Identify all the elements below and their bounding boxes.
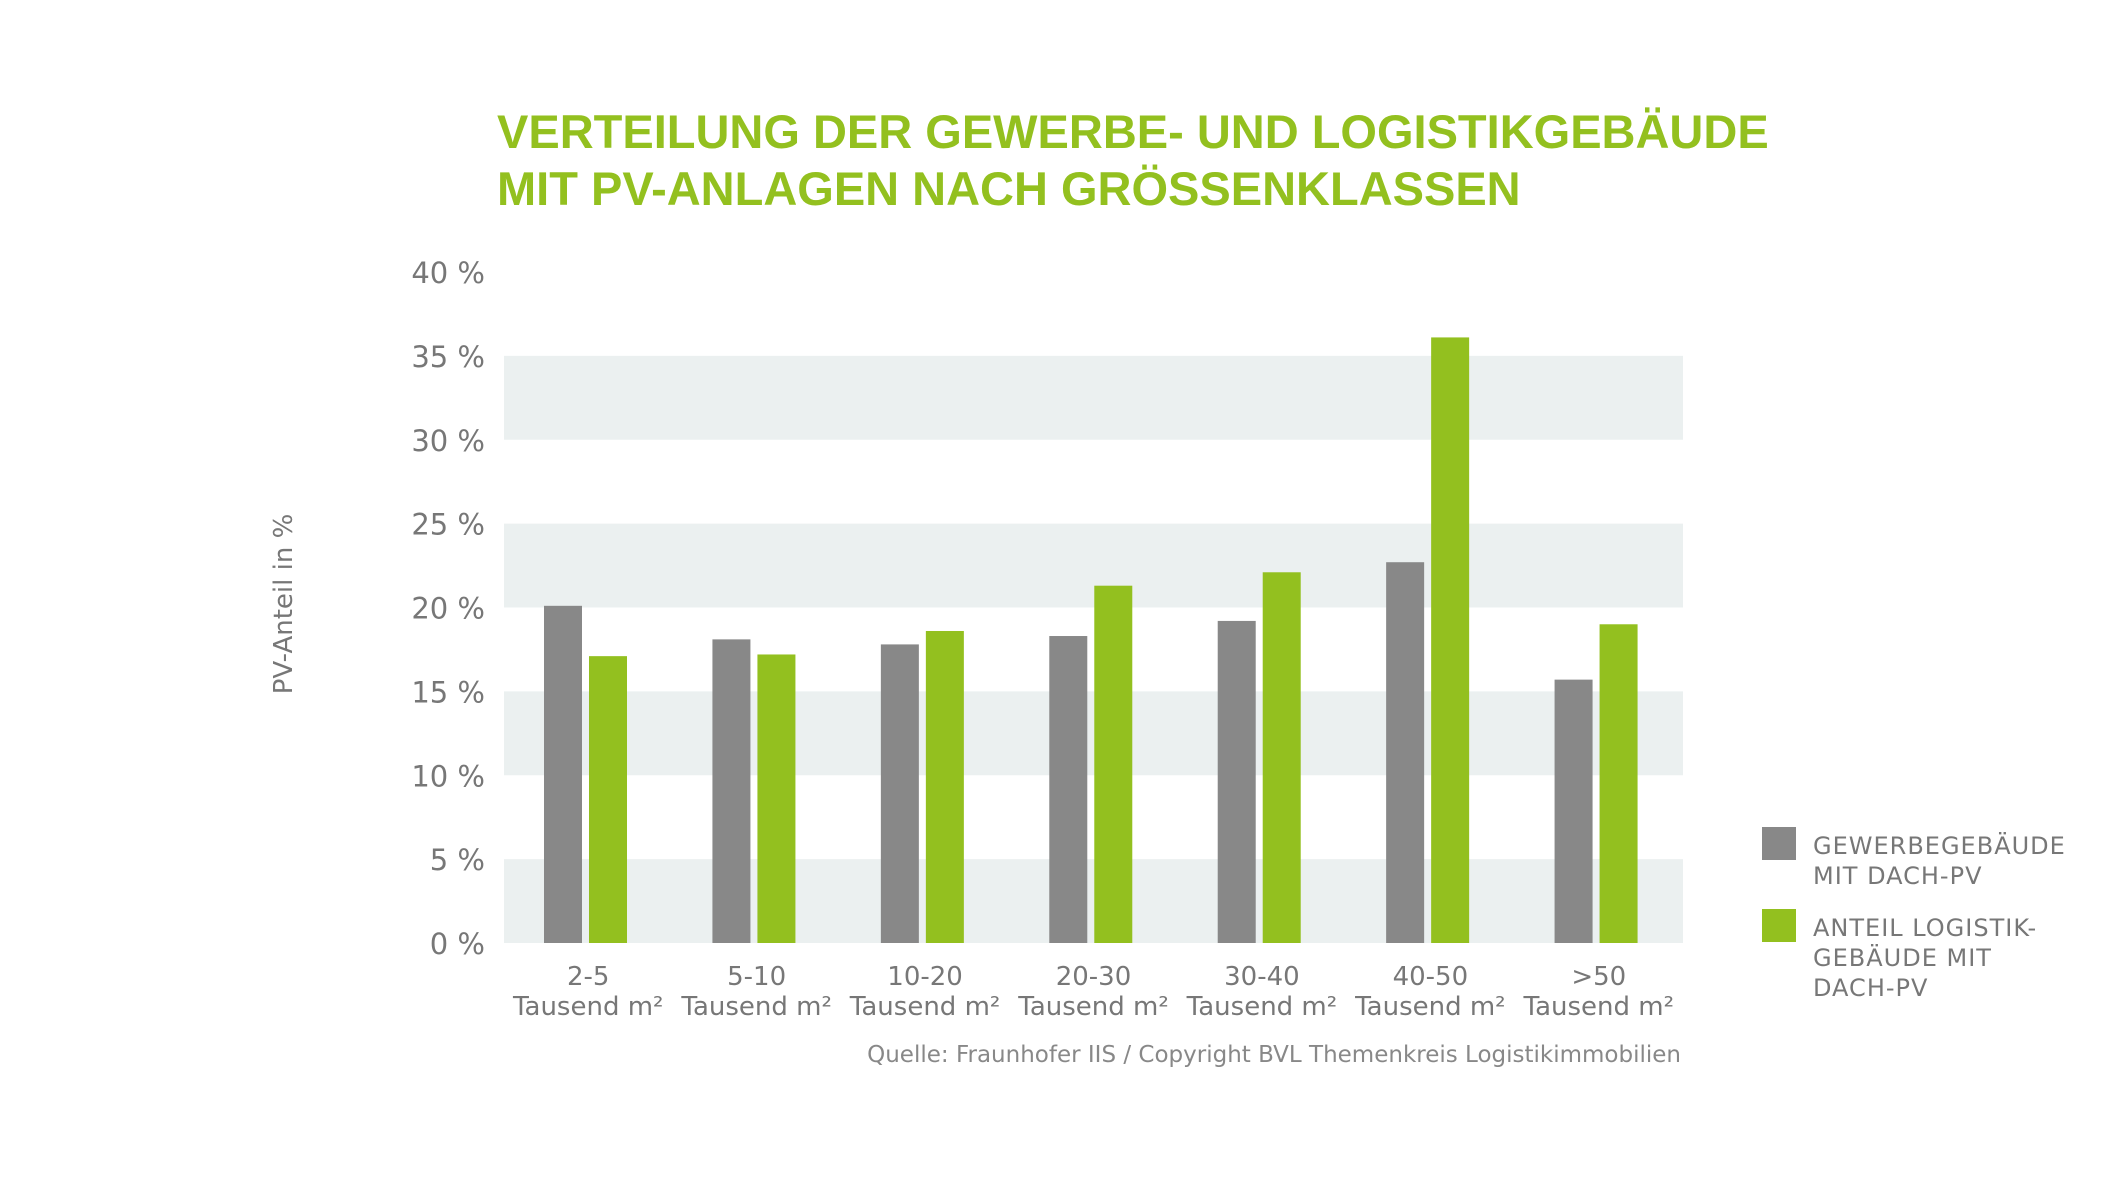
y-tick-label: 5 % (430, 843, 485, 877)
bar-logistik (757, 654, 796, 943)
bar-logistik (925, 630, 964, 943)
legend-label: GEWERBEGEBÄUDE (1813, 831, 2066, 860)
bar-gewerbe (1386, 562, 1425, 943)
y-tick-label: 20 % (411, 592, 485, 626)
grid-band (504, 523, 1683, 608)
chart-title-line: MIT PV-ANLAGEN NACH GRÖSSENKLASSEN (497, 162, 1521, 215)
bar-gewerbe (880, 644, 919, 943)
bar-logistik (1262, 572, 1301, 943)
x-tick-label: Tausend m² (1354, 992, 1506, 1022)
x-tick-label: 20-30 (1056, 962, 1132, 992)
legend-swatch (1762, 909, 1796, 942)
x-tick-label: 2-5 (567, 962, 609, 992)
bar-logistik (1431, 337, 1470, 943)
grid-band (504, 691, 1683, 776)
y-tick-label: 10 % (411, 759, 485, 793)
y-tick-label: 35 % (411, 340, 485, 374)
chart-title-line: VERTEILUNG DER GEWERBE- UND LOGISTIKGEBÄ… (497, 105, 1769, 158)
x-tick-label: Tausend m² (1017, 992, 1169, 1022)
legend-swatch (1762, 827, 1796, 860)
x-tick-label: Tausend m² (680, 992, 832, 1022)
bar-logistik (1599, 624, 1638, 943)
bar-gewerbe (1554, 679, 1593, 943)
x-tick-label: 10-20 (887, 962, 963, 992)
y-tick-label: 30 % (411, 424, 485, 458)
legend-label: ANTEIL LOGISTIK- (1813, 914, 2037, 942)
bar-gewerbe (1049, 636, 1088, 943)
x-tick-label: Tausend m² (849, 992, 1001, 1022)
y-tick-label: 40 % (411, 256, 485, 290)
y-axis-label: PV-Anteil in % (269, 514, 299, 695)
x-tick-label: >50 (1571, 962, 1626, 992)
x-tick-label: 30-40 (1224, 962, 1300, 992)
y-tick-label: 25 % (411, 508, 485, 542)
x-tick-label: Tausend m² (1186, 992, 1338, 1022)
bar-gewerbe (712, 639, 751, 943)
bar-logistik (1094, 585, 1133, 943)
bar-gewerbe (544, 605, 582, 943)
legend-label: MIT DACH-PV (1813, 862, 1982, 890)
legend-label: DACH-PV (1813, 974, 1928, 1002)
x-tick-label: Tausend m² (512, 992, 664, 1022)
x-tick-label: 40-50 (1393, 962, 1469, 992)
bar-logistik (589, 656, 627, 943)
grid-band (504, 355, 1683, 440)
grid-band (504, 859, 1683, 943)
y-tick-label: 15 % (411, 675, 485, 709)
x-tick-label: Tausend m² (1523, 992, 1675, 1022)
x-tick-label: 5-10 (727, 962, 786, 992)
legend-label: GEBÄUDE MIT (1813, 943, 1992, 972)
bar-gewerbe (1217, 620, 1256, 943)
source-note: Quelle: Fraunhofer IIS / Copyright BVL T… (867, 1042, 1681, 1068)
y-tick-label: 0 % (430, 927, 485, 961)
